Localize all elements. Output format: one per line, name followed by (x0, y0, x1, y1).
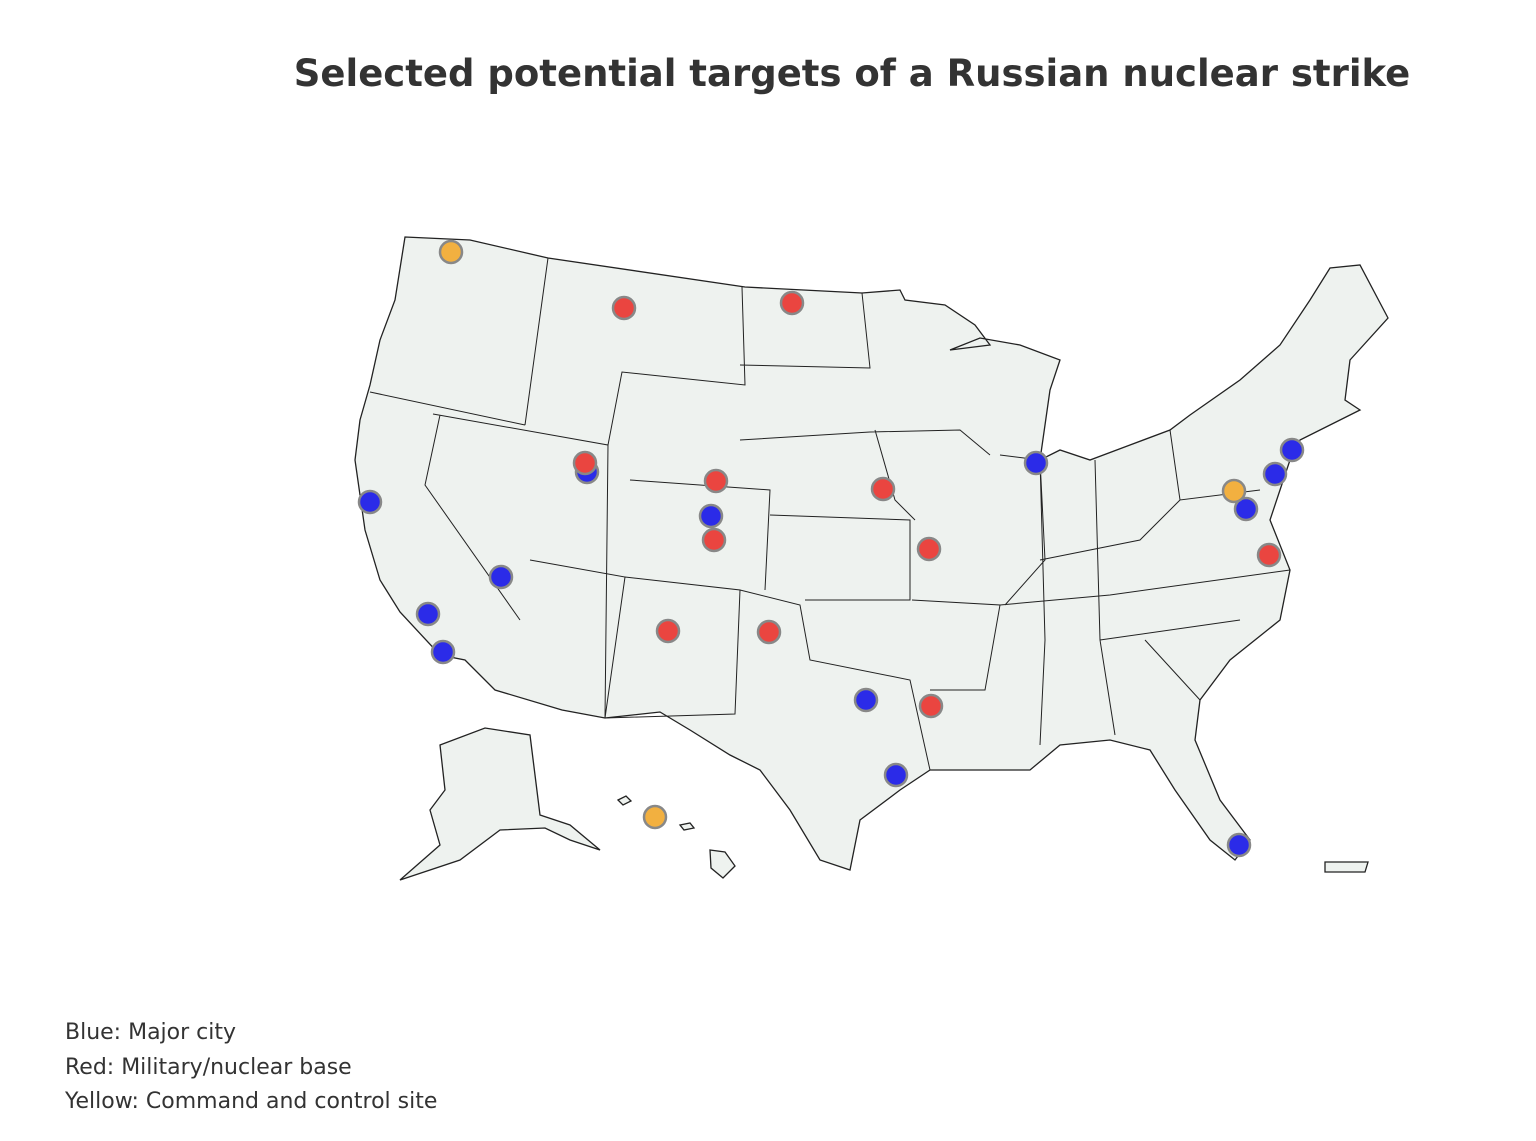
base-marker (611, 295, 637, 321)
base-marker (572, 450, 598, 476)
city-marker (883, 762, 909, 788)
map-title: Selected potential targets of a Russian … (293, 52, 1411, 95)
base-marker (918, 693, 944, 719)
base-marker (701, 527, 727, 553)
contiguous-us (354, 236, 1389, 871)
legend-line: Yellow: Command and control site (65, 1089, 438, 1114)
hawaii (616, 795, 736, 879)
base-marker (655, 618, 681, 644)
command-marker (642, 804, 668, 830)
city-marker (698, 503, 724, 529)
city-marker (1233, 496, 1259, 522)
military-bases (572, 290, 1282, 719)
city-marker (488, 564, 514, 590)
city-marker (415, 601, 441, 627)
city-marker (1262, 461, 1288, 487)
legend: Blue: Major city Red: Military/nuclear b… (65, 1016, 437, 1120)
city-marker (357, 489, 383, 515)
city-marker (1279, 437, 1305, 463)
base-marker (779, 290, 805, 316)
puerto-rico (1324, 861, 1369, 873)
base-marker (1256, 542, 1282, 568)
city-marker (1226, 832, 1252, 858)
city-marker (430, 639, 456, 665)
city-marker (1023, 450, 1049, 476)
command-marker (438, 239, 464, 265)
command-marker (1221, 478, 1247, 504)
state-borders (369, 257, 1291, 771)
base-marker (756, 619, 782, 645)
base-marker (703, 468, 729, 494)
legend-line: Red: Military/nuclear base (65, 1054, 352, 1080)
alaska (399, 727, 601, 881)
city-marker (853, 687, 879, 713)
legend-line: Blue: Major city (65, 1020, 237, 1045)
base-marker (916, 536, 942, 562)
base-marker (870, 476, 896, 502)
command-sites (438, 239, 1247, 830)
major-cities (357, 437, 1305, 858)
